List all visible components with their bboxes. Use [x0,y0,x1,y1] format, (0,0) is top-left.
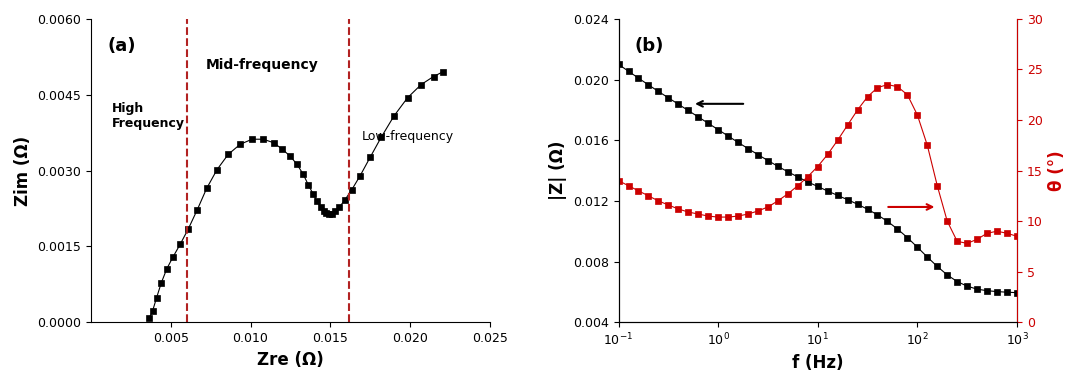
Y-axis label: |Z| (Ω): |Z| (Ω) [550,141,567,200]
X-axis label: Zre (Ω): Zre (Ω) [257,350,324,369]
Y-axis label: θ (°): θ (°) [1048,150,1066,191]
Y-axis label: Zim (Ω): Zim (Ω) [14,135,32,206]
X-axis label: f (Hz): f (Hz) [792,354,843,372]
Text: (b): (b) [634,37,664,55]
Text: Low-frequency: Low-frequency [362,130,454,143]
Text: Mid-frequency: Mid-frequency [206,58,319,73]
Text: (a): (a) [107,37,136,55]
Text: High
Frequency: High Frequency [112,102,185,130]
